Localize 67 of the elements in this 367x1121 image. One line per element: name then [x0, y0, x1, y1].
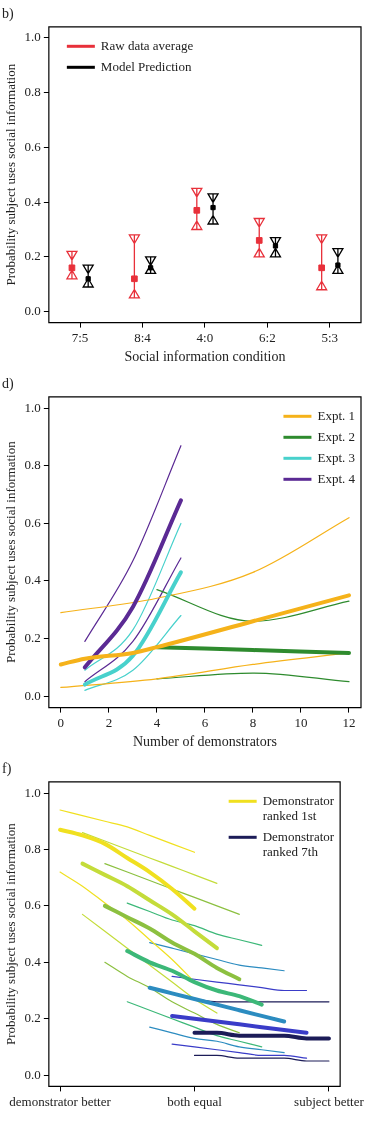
line-series	[126, 902, 263, 946]
y-tick-label: 0.2	[24, 629, 41, 645]
y-tick-label: 0.6	[24, 897, 42, 913]
line-series	[58, 593, 351, 667]
y-tick-label: 0.6	[24, 514, 42, 530]
y-axis-title: Probability subject uses social information	[3, 63, 19, 286]
legend-label: Raw data average	[100, 37, 194, 53]
x-axis-title: Social information condition	[124, 349, 286, 365]
line-series	[80, 861, 219, 951]
chart-title: b)	[2, 6, 14, 23]
y-tick-label: 0.6	[24, 138, 42, 154]
x-tick-label: demonstrator better	[9, 1093, 112, 1109]
x-tick-label: 4	[153, 714, 161, 730]
y-axis-title: Probability subject uses social information	[3, 440, 19, 664]
line-series	[170, 1013, 309, 1035]
y-tick-label: 0.4	[24, 953, 42, 969]
x-tick-label: 5:3	[321, 329, 339, 345]
legend-label: Demonstrator ranked 1st	[262, 792, 335, 823]
x-tick-label: 0	[57, 714, 65, 730]
x-tick-label: 4:0	[196, 329, 214, 345]
line-series	[81, 831, 218, 884]
line-series	[102, 903, 242, 982]
y-tick-label: 0.4	[24, 193, 42, 209]
y-tick-label: 0.4	[24, 572, 42, 588]
chart-title: d)	[2, 376, 14, 393]
x-tick-label: 12	[342, 714, 356, 730]
line-series	[126, 1001, 263, 1048]
line-series	[104, 862, 240, 915]
y-tick-label: 0.8	[24, 457, 41, 473]
y-tick-label: 1.0	[24, 29, 41, 45]
line-series	[171, 1043, 308, 1059]
y-tick-label: 0.0	[24, 303, 41, 319]
y-tick-label: 0.8	[24, 83, 41, 99]
line-series	[59, 809, 196, 853]
y-tick-label: 0.2	[24, 248, 41, 264]
legend-label: Expt. 1	[317, 407, 356, 423]
line-series	[60, 517, 350, 614]
x-tick-label: 2	[105, 714, 113, 730]
line-series	[104, 961, 240, 1034]
y-axis-title: Probability subject uses social information	[3, 822, 19, 1045]
legend-label: Expt. 3	[317, 449, 356, 465]
y-tick-label: 0.2	[24, 1010, 41, 1026]
y-tick-label: 0.0	[24, 687, 41, 703]
legend-label: Expt. 4	[317, 470, 356, 486]
line-series	[58, 827, 197, 911]
line-series	[149, 1026, 285, 1054]
x-tick-label: 6:2	[259, 329, 276, 345]
line-series	[171, 975, 308, 992]
x-axis-title: Number of demonstrators	[133, 734, 277, 750]
x-tick-label: 10	[294, 714, 308, 730]
x-tick-label: both equal	[167, 1093, 223, 1109]
legend-label: Demonstrator ranked 7th	[262, 828, 335, 859]
line-series	[149, 941, 285, 972]
x-tick-label: 8:4	[134, 329, 152, 345]
chart-title: f)	[2, 761, 12, 778]
legend-label: Expt. 2	[317, 428, 356, 444]
line-series	[147, 985, 287, 1024]
x-tick-label: 8	[249, 714, 257, 730]
y-tick-label: 1.0	[24, 784, 41, 800]
line-series	[125, 949, 264, 1007]
x-tick-label: subject better	[294, 1093, 365, 1109]
y-tick-label: 0.8	[24, 840, 41, 856]
x-tick-label: 6	[201, 714, 209, 730]
legend-label: Model Prediction	[100, 58, 192, 74]
y-tick-label: 0.0	[24, 1066, 41, 1082]
y-tick-label: 1.0	[24, 399, 41, 415]
x-tick-label: 7:5	[71, 329, 89, 345]
